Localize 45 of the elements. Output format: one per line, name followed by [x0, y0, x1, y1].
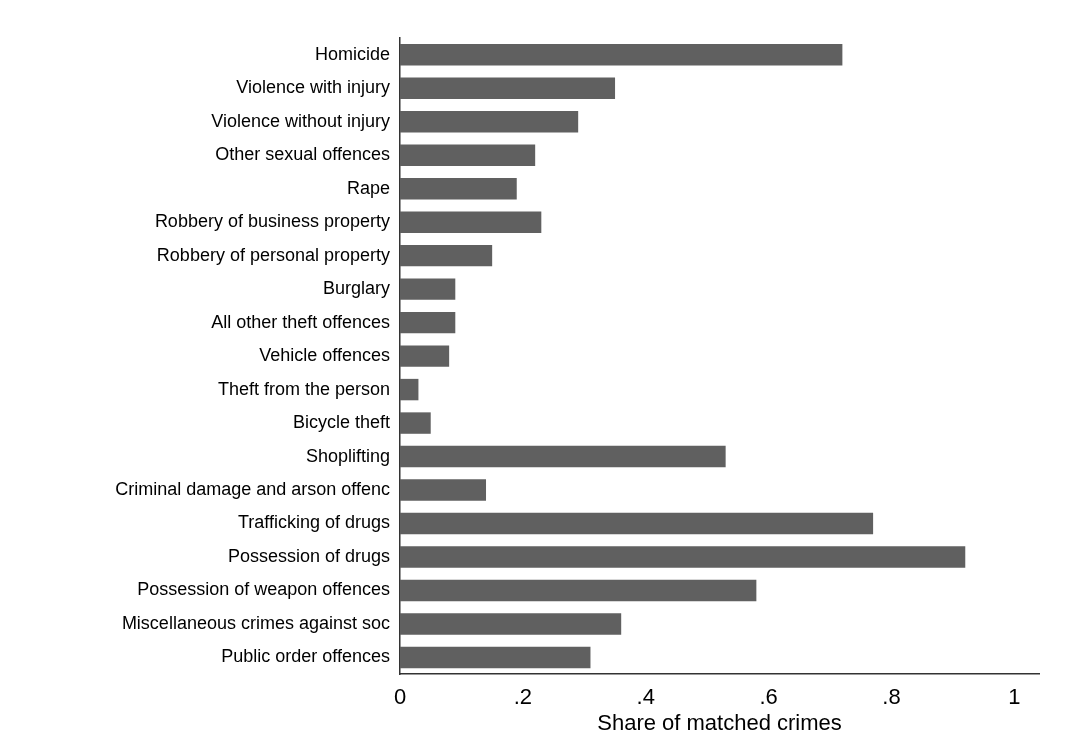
bar [400, 211, 542, 233]
bar [400, 111, 579, 133]
y-tick-label: Other sexual offences [215, 144, 390, 165]
bar [400, 278, 456, 300]
x-tick-label: 0 [393, 684, 407, 710]
y-tick-label: Robbery of personal property [156, 244, 390, 265]
y-tick-label: Miscellaneous crimes against soc [121, 612, 390, 633]
y-tick-label: Robbery of business property [154, 211, 390, 232]
y-tick-label: Vehicle offences [259, 345, 390, 366]
bar [400, 479, 487, 501]
y-tick-label: Rape [346, 177, 390, 198]
bar [400, 646, 591, 669]
y-tick-label: Possession of drugs [227, 545, 390, 566]
x-tick-label: .6 [759, 684, 778, 710]
bar [400, 311, 456, 334]
y-tick-label: Homicide [314, 43, 390, 64]
y-tick-label: Violence without injury [211, 110, 390, 131]
bar [400, 244, 493, 267]
bar [400, 579, 757, 602]
bar [400, 77, 616, 99]
y-tick-label: Burglary [322, 278, 390, 299]
bar [400, 445, 726, 468]
bar [400, 345, 450, 367]
y-tick-label: Possession of weapon offences [137, 579, 390, 600]
x-axis-title: Share of matched crimes [597, 709, 842, 735]
bar [400, 512, 874, 535]
y-tick-label: All other theft offences [211, 311, 390, 332]
x-tick-label: 1 [1008, 684, 1021, 710]
bar [400, 613, 622, 635]
x-tick-label: .4 [636, 684, 655, 710]
y-tick-label: Public order offences [221, 646, 390, 667]
y-tick-label: Violence with injury [236, 77, 390, 98]
y-tick-label: Theft from the person [217, 378, 390, 399]
y-tick-label: Trafficking of drugs [237, 512, 390, 533]
bar [400, 546, 966, 568]
bar [400, 378, 419, 401]
x-tick-label: .8 [882, 684, 901, 710]
bar [400, 44, 843, 66]
bar [400, 177, 517, 200]
x-tick-label: .2 [513, 684, 533, 710]
bar [400, 144, 536, 166]
bar [400, 412, 431, 434]
y-tick-label: Bicycle theft [292, 412, 390, 433]
y-tick-label: Criminal damage and arson offenc [115, 479, 390, 500]
y-tick-label: Shoplifting [305, 445, 390, 466]
